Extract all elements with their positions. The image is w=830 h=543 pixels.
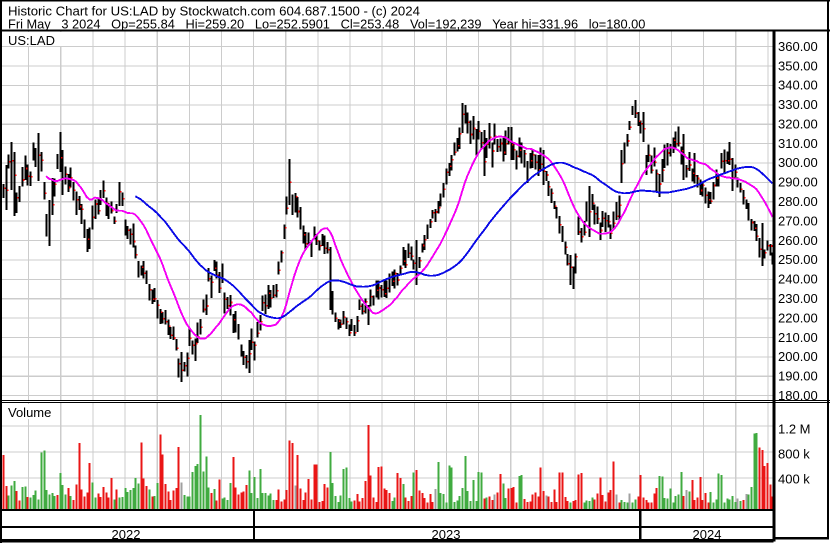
- svg-text:2022: 2022: [112, 527, 141, 542]
- svg-text:330.00: 330.00: [778, 97, 818, 112]
- svg-text:260.00: 260.00: [778, 233, 818, 248]
- svg-text:400 k: 400 k: [778, 472, 810, 487]
- svg-text:2023: 2023: [432, 527, 461, 542]
- svg-text:320.00: 320.00: [778, 117, 818, 132]
- svg-text:290.00: 290.00: [778, 175, 818, 190]
- svg-text:220.00: 220.00: [778, 310, 818, 325]
- svg-text:US:LAD: US:LAD: [8, 33, 55, 48]
- svg-text:340.00: 340.00: [778, 78, 818, 93]
- svg-text:210.00: 210.00: [778, 330, 818, 345]
- svg-text:1.2 M: 1.2 M: [778, 422, 811, 437]
- svg-text:Volume: Volume: [8, 405, 51, 420]
- svg-text:310.00: 310.00: [778, 136, 818, 151]
- svg-text:200.00: 200.00: [778, 349, 818, 364]
- svg-text:180.00: 180.00: [778, 388, 818, 403]
- svg-text:Fri May 3 2024 Op=255.84: Fri May 3 2024 Op=255.84 Hi=259.20 Lo=25…: [8, 17, 645, 32]
- svg-text:2024: 2024: [693, 527, 722, 542]
- svg-text:230.00: 230.00: [778, 291, 818, 306]
- svg-text:190.00: 190.00: [778, 369, 818, 384]
- svg-text:280.00: 280.00: [778, 194, 818, 209]
- svg-text:270.00: 270.00: [778, 213, 818, 228]
- svg-text:240.00: 240.00: [778, 272, 818, 287]
- svg-text:250.00: 250.00: [778, 252, 818, 267]
- svg-text:Historic Chart for US:LAD by S: Historic Chart for US:LAD by Stockwatch.…: [8, 4, 420, 19]
- svg-text:300.00: 300.00: [778, 155, 818, 170]
- svg-text:800 k: 800 k: [778, 447, 810, 462]
- svg-text:350.00: 350.00: [778, 58, 818, 73]
- svg-text:360.00: 360.00: [778, 39, 818, 54]
